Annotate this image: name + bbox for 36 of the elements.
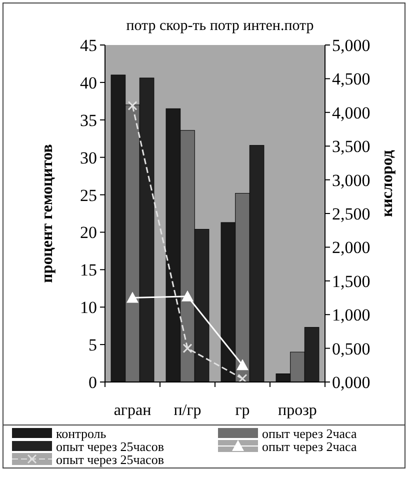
- y2-tick-label: 4,000: [332, 103, 370, 122]
- legend-label: контроль: [56, 426, 106, 441]
- y2-tick-label: 2,500: [332, 204, 370, 224]
- y-tick-label: 25: [80, 186, 97, 205]
- y2-tick-label: 3,000: [332, 170, 370, 190]
- y2-tick-label: 0,500: [332, 339, 370, 358]
- y-tick-label: 45: [80, 36, 97, 55]
- legend-label: опыт через 2часа: [262, 426, 357, 441]
- x-tick-label: агран: [114, 402, 152, 419]
- point: [238, 374, 248, 384]
- y-tick-label: 5: [88, 336, 97, 355]
- point: [128, 100, 138, 110]
- x-tick-label: прозр: [278, 402, 317, 419]
- y2-axis-title: кислород: [379, 150, 396, 218]
- y2-tick-label: 1,000: [332, 306, 370, 325]
- point: [182, 290, 194, 302]
- y-axis-title: процент гемоцитов: [39, 144, 56, 283]
- y-tick-label: 15: [80, 260, 97, 280]
- x-tick-label: гр: [235, 402, 250, 419]
- y2-tick-label: 3,500: [332, 137, 370, 156]
- y-tick-label: 0: [88, 373, 97, 392]
- chart-title: потр скор-ть потр интен.потр: [126, 18, 314, 34]
- y-tick-label: 20: [80, 223, 97, 242]
- y2-tick-label: 2,000: [332, 238, 370, 258]
- y2-tick-label: 5,000: [332, 36, 370, 55]
- point: [236, 359, 248, 370]
- point: [182, 344, 192, 354]
- y-tick-label: 35: [80, 110, 97, 130]
- y-tick-label: 40: [80, 73, 97, 92]
- y2-tick-label: 1,500: [332, 272, 370, 291]
- point: [126, 292, 138, 303]
- y2-tick-label: 0,000: [332, 373, 370, 392]
- y-tick-label: 10: [80, 298, 97, 318]
- y-tick-label: 30: [80, 148, 97, 168]
- y2-tick-label: 4,500: [332, 70, 370, 89]
- x-tick-label: п/гр: [174, 402, 202, 419]
